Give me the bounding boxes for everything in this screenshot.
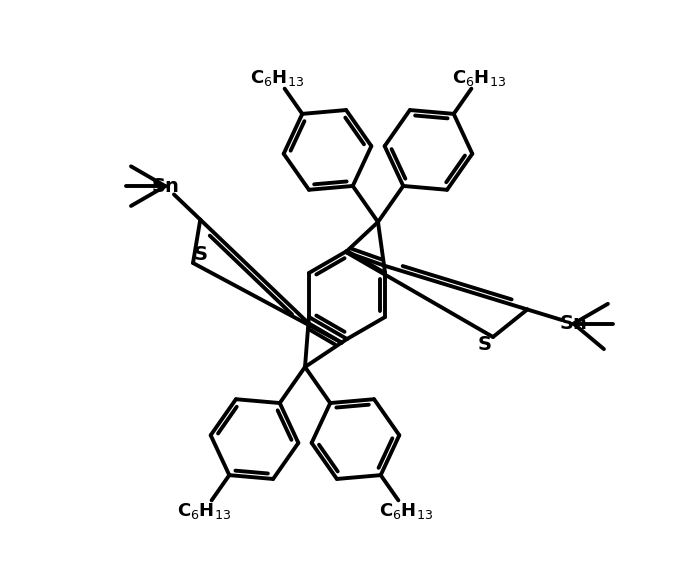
Text: C$_6$H$_{13}$: C$_6$H$_{13}$ xyxy=(177,501,231,521)
Text: Sn: Sn xyxy=(560,314,587,333)
Text: Sn: Sn xyxy=(151,176,179,196)
Text: C$_6$H$_{13}$: C$_6$H$_{13}$ xyxy=(379,501,433,521)
Text: S: S xyxy=(194,246,208,264)
Text: S: S xyxy=(478,336,492,355)
Text: C$_6$H$_{13}$: C$_6$H$_{13}$ xyxy=(250,68,304,88)
Text: C$_6$H$_{13}$: C$_6$H$_{13}$ xyxy=(452,68,506,88)
